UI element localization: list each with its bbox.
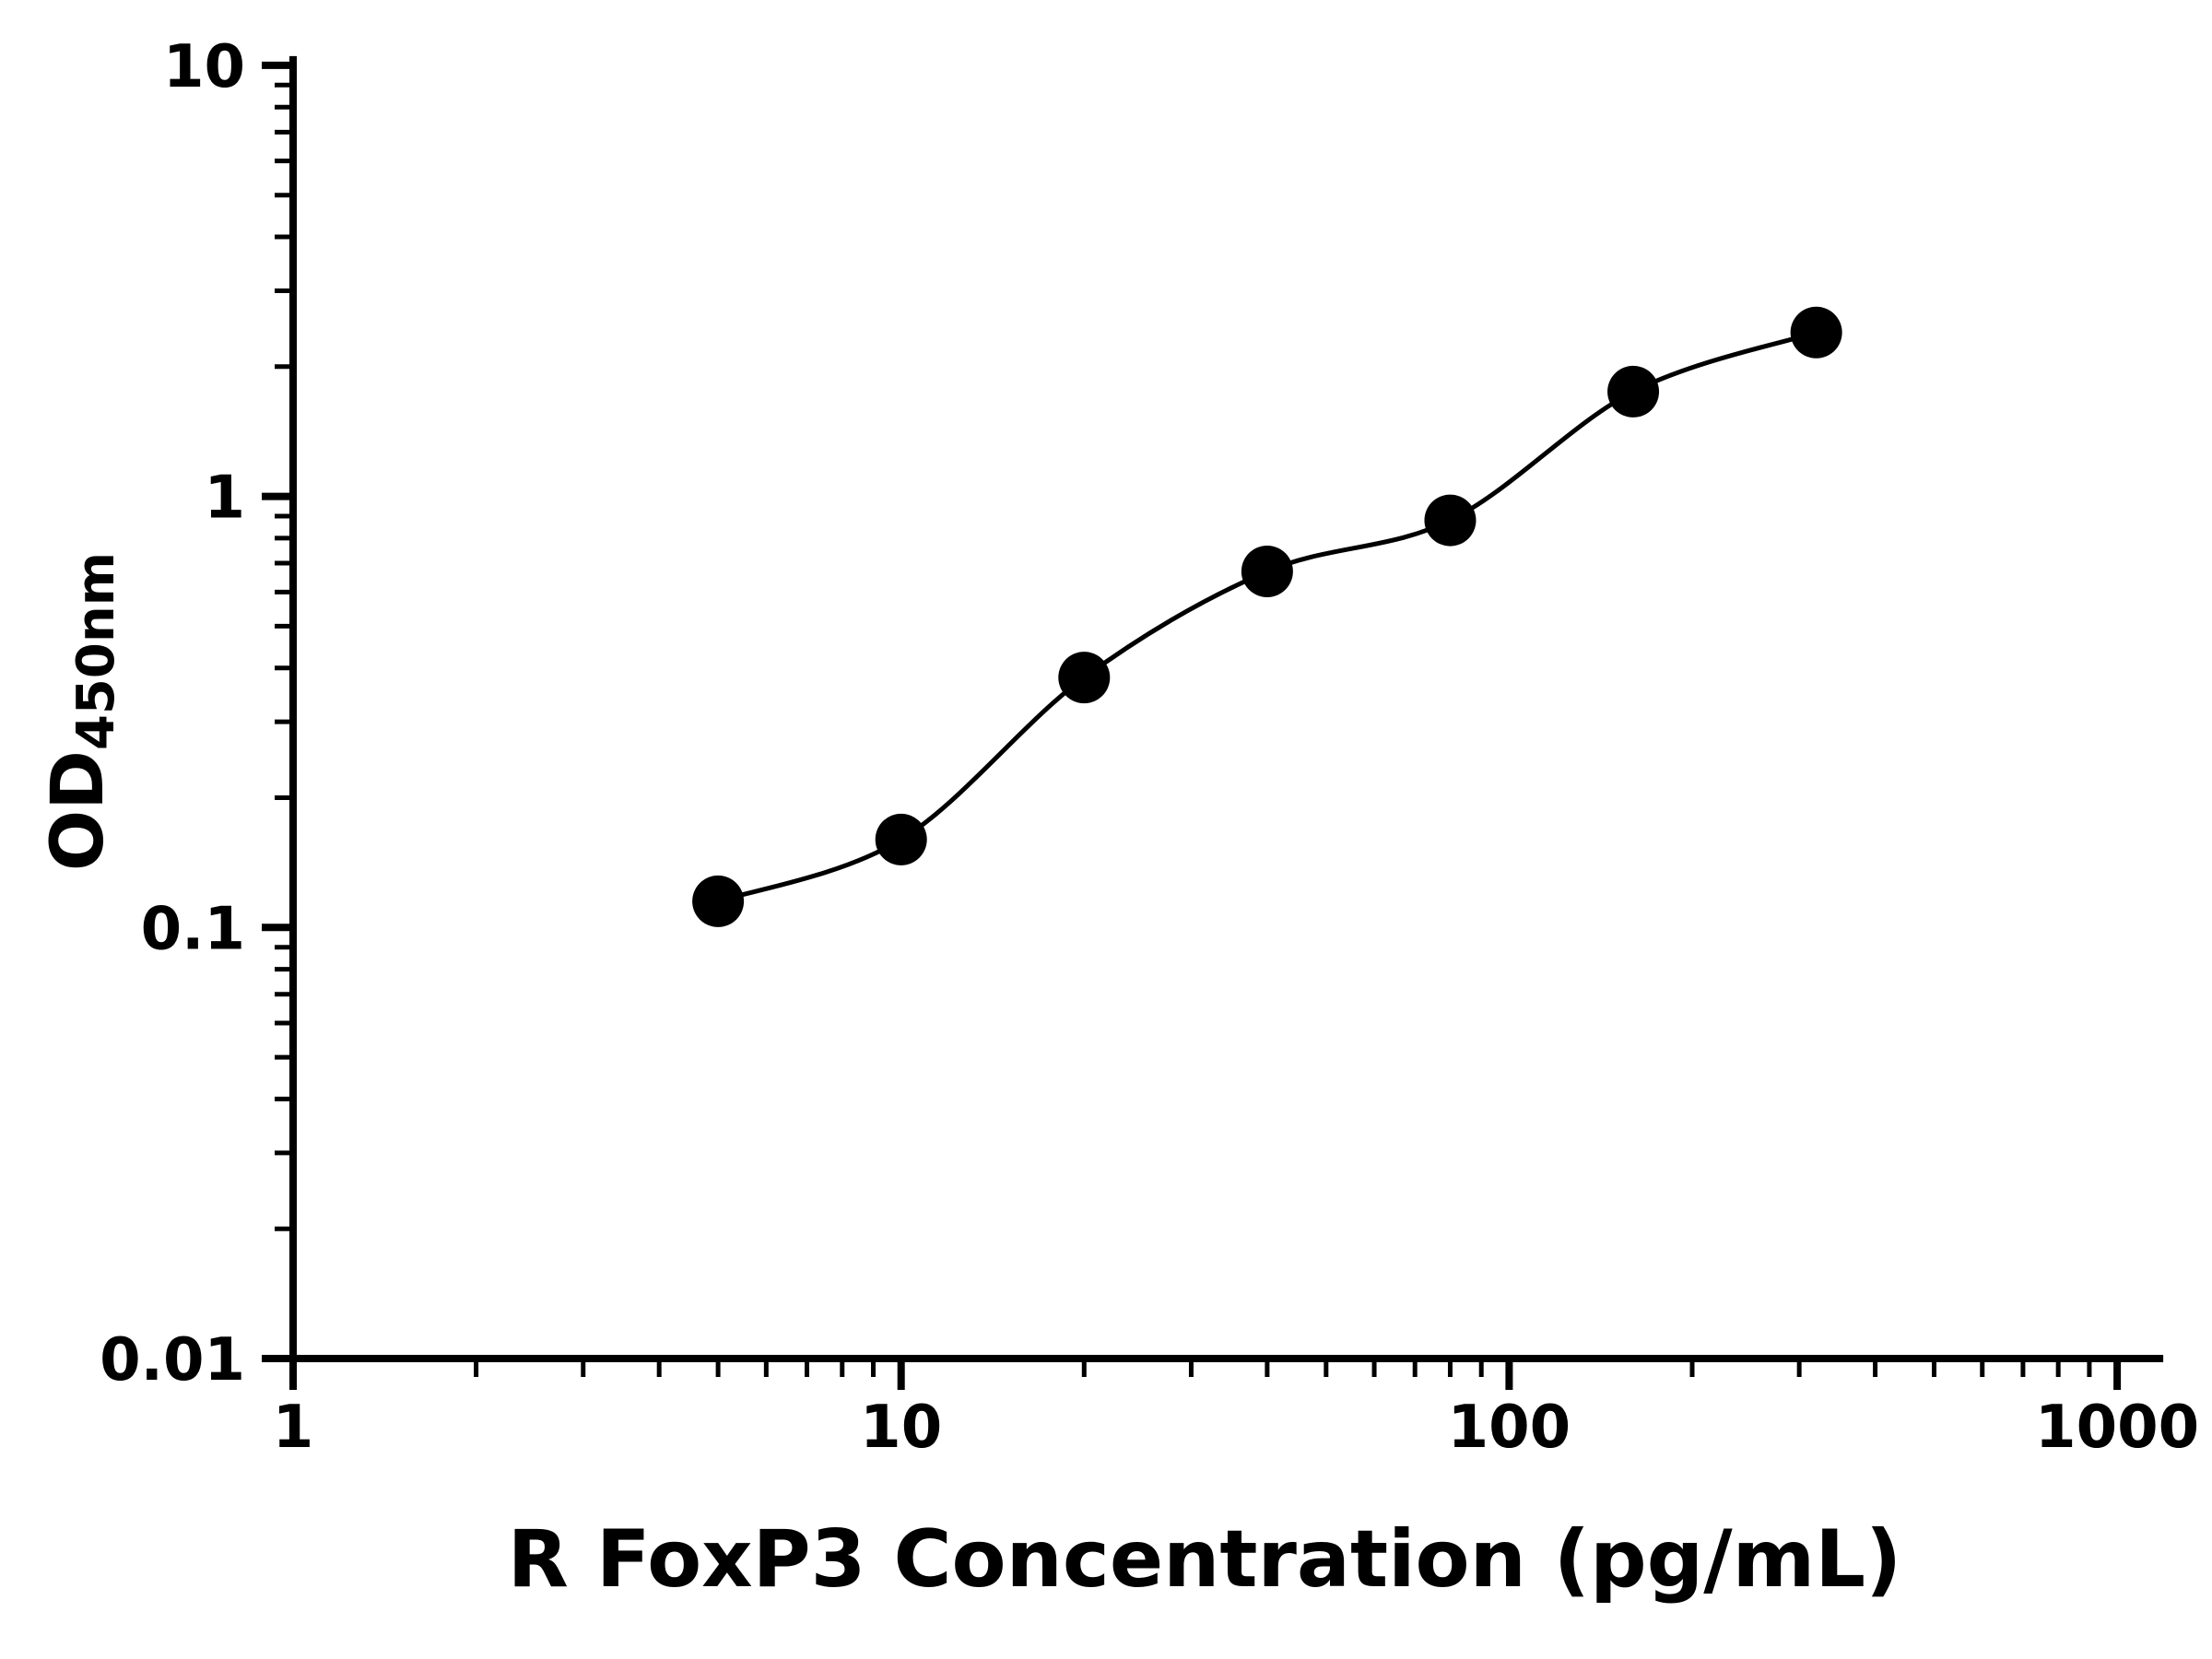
y-axis-title-main: OD bbox=[37, 750, 120, 872]
fit-curve bbox=[717, 330, 1818, 904]
data-point bbox=[875, 813, 927, 865]
data-point bbox=[1241, 545, 1293, 597]
y-axis-tick-label: 10 bbox=[163, 33, 245, 101]
axes-spines bbox=[289, 55, 2164, 1362]
y-axis-tick-label: 1 bbox=[204, 465, 245, 533]
x-axis-title: R FoxP3 Concentration (pg/mL) bbox=[507, 1513, 1902, 1606]
y-axis-title-subscript: 450nm bbox=[66, 551, 126, 751]
data-point bbox=[692, 875, 745, 927]
x-axis-tick-label: 10 bbox=[860, 1394, 942, 1462]
x-axis-tick-label: 1000 bbox=[2035, 1394, 2199, 1462]
y-axis-tick-label: 0.1 bbox=[141, 895, 245, 963]
x-axis-tick-label: 1 bbox=[273, 1394, 314, 1462]
y-axis-title: OD450nm bbox=[37, 552, 126, 872]
data-point bbox=[1058, 652, 1111, 704]
y-axis-tick-label: 0.01 bbox=[100, 1326, 245, 1394]
data-point bbox=[1424, 494, 1477, 547]
x-axis-tick-label: 100 bbox=[1448, 1394, 1571, 1462]
data-point bbox=[1607, 365, 1660, 418]
data-point bbox=[1790, 306, 1842, 359]
